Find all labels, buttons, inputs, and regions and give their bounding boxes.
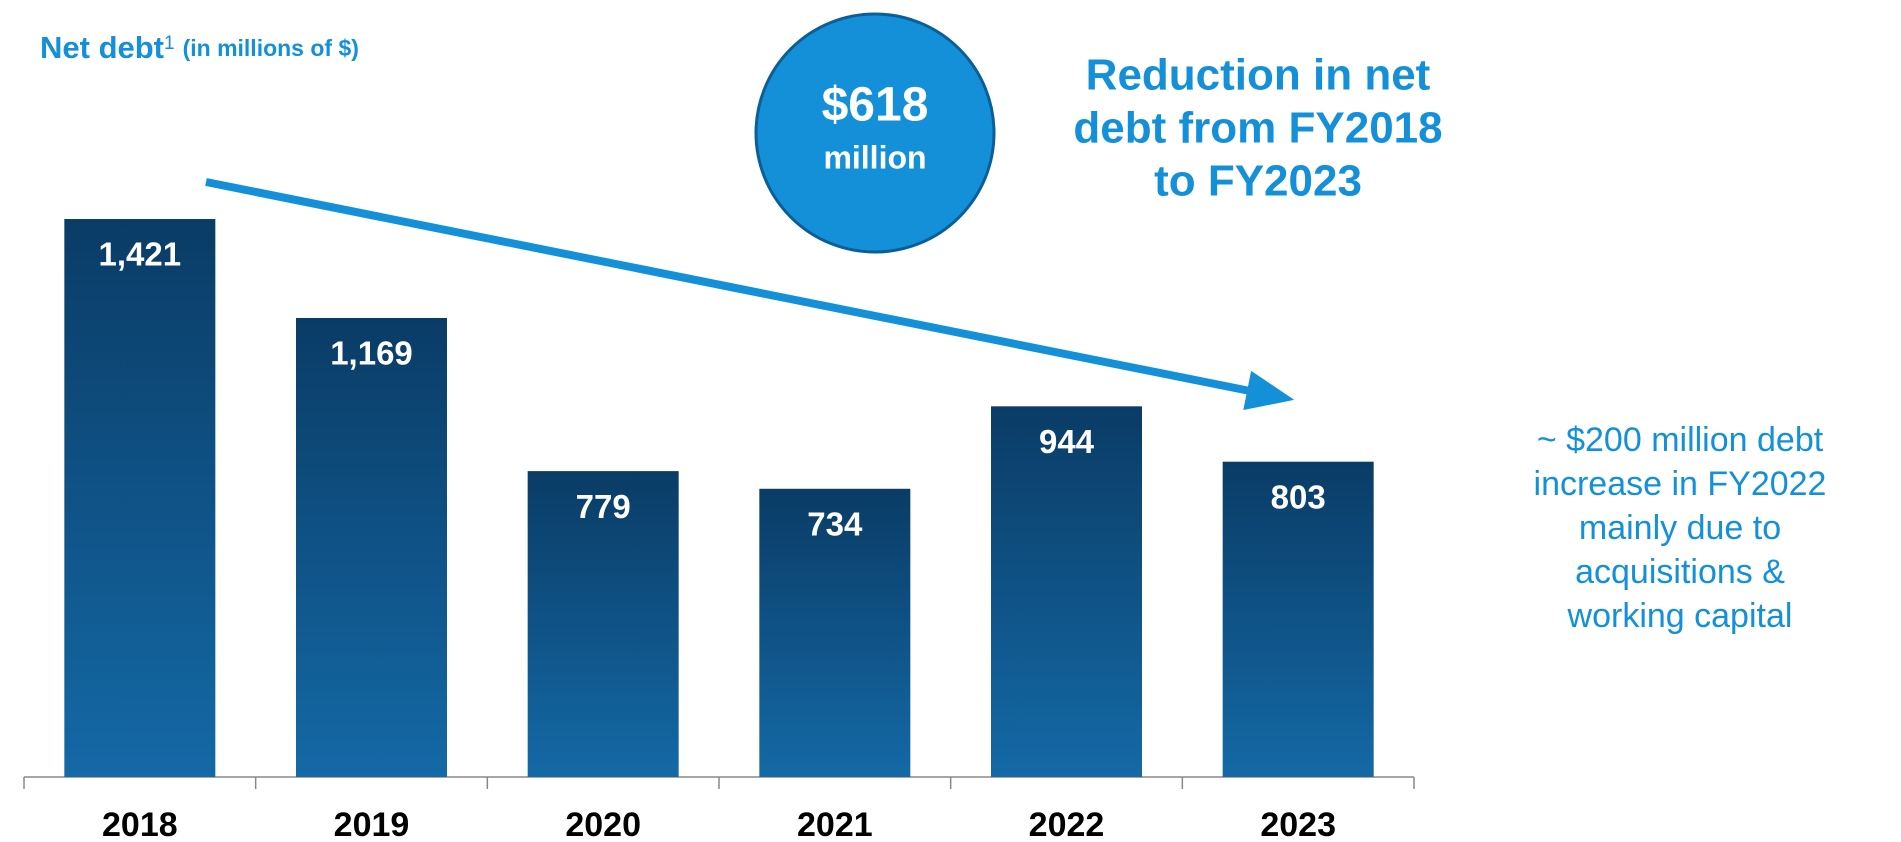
x-tick-label: 2021 xyxy=(797,806,873,842)
note-line: increase in FY2022 xyxy=(1534,465,1827,503)
note-line: working capital xyxy=(1567,597,1793,635)
data-label: 779 xyxy=(576,488,631,525)
callout-value: $618 xyxy=(822,79,929,132)
title-main: Net debt xyxy=(40,30,164,65)
bar xyxy=(991,406,1142,777)
headline-line: Reduction in net xyxy=(1086,51,1431,100)
callout-unit: million xyxy=(823,139,926,175)
trend-arrow xyxy=(205,178,1295,411)
bar xyxy=(1222,461,1374,777)
bar xyxy=(759,488,911,777)
data-label: 1,169 xyxy=(330,335,413,372)
x-tick-label: 2020 xyxy=(565,806,641,842)
x-tick-label: 2022 xyxy=(1029,806,1105,842)
note: ~ $200 million debt increase in FY2022 mai… xyxy=(1534,421,1827,635)
bar xyxy=(64,219,216,778)
subtitle: (in millions of $) xyxy=(183,35,359,61)
data-label: 944 xyxy=(1039,423,1095,460)
title-superscript: 1 xyxy=(164,33,175,54)
x-tick-label: 2018 xyxy=(102,806,178,842)
x-tick-label: 2023 xyxy=(1260,806,1336,842)
note-line: ~ $200 million debt xyxy=(1537,421,1824,459)
data-label: 1,421 xyxy=(99,236,182,273)
bar xyxy=(296,317,447,777)
callout-circle xyxy=(754,12,996,254)
chart-title: Net debt1 (in millions of $) xyxy=(40,30,359,65)
data-label: 803 xyxy=(1271,478,1326,515)
bar xyxy=(527,471,679,777)
note-line: mainly due to xyxy=(1579,509,1781,547)
headline-line: to FY2023 xyxy=(1154,157,1362,206)
data-label: 734 xyxy=(807,506,863,543)
note-line: acquisitions & xyxy=(1575,553,1785,591)
x-tick-label: 2019 xyxy=(334,806,410,842)
headline-line: debt from FY2018 xyxy=(1073,104,1442,153)
